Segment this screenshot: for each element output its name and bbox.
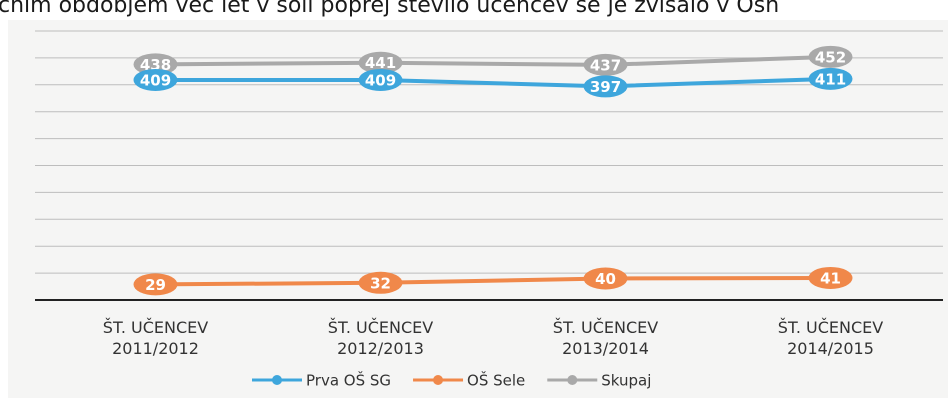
legend-label: Skupaj (601, 372, 651, 390)
data-label: 411 (815, 70, 846, 88)
data-point (583, 53, 628, 76)
data-label: 437 (590, 56, 621, 74)
data-label: 438 (140, 56, 171, 74)
series-line (155, 54, 831, 67)
x-tick-label: ŠT. UČENCEV 2012/2013 (328, 318, 433, 358)
data-label: 441 (365, 54, 396, 72)
legend-marker (567, 375, 578, 385)
data-point (358, 51, 403, 74)
data-label: 41 (820, 269, 841, 287)
data-point (808, 266, 853, 289)
data-label: 32 (370, 274, 391, 292)
data-label: 29 (145, 276, 166, 294)
legend-marker (433, 375, 444, 385)
data-label: 397 (590, 78, 621, 96)
data-point (133, 273, 178, 296)
data-point (133, 68, 178, 91)
x-tick-label: ŠT. UČENCEV 2014/2015 (778, 318, 883, 358)
data-label: 409 (140, 71, 171, 89)
data-point (583, 267, 628, 290)
legend-label: Prva OŠ SG (306, 371, 391, 390)
legend-label: OŠ Sele (467, 371, 525, 390)
data-point (358, 271, 403, 294)
series-line (155, 275, 831, 287)
data-point (133, 53, 178, 76)
data-label: 40 (595, 270, 616, 288)
data-point (358, 68, 403, 91)
x-tick-label: ŠT. UČENCEV 2011/2012 (103, 318, 208, 358)
data-label: 452 (815, 48, 846, 66)
chart-title: čnim obdobjem več let v šoli poprej štev… (0, 0, 779, 18)
x-tick-label: ŠT. UČENCEV 2013/2014 (553, 318, 658, 358)
data-label: 409 (365, 71, 396, 89)
series-line (155, 76, 831, 89)
data-point (808, 45, 853, 68)
data-point (583, 75, 628, 98)
data-point (808, 67, 853, 90)
legend-marker (272, 375, 282, 385)
